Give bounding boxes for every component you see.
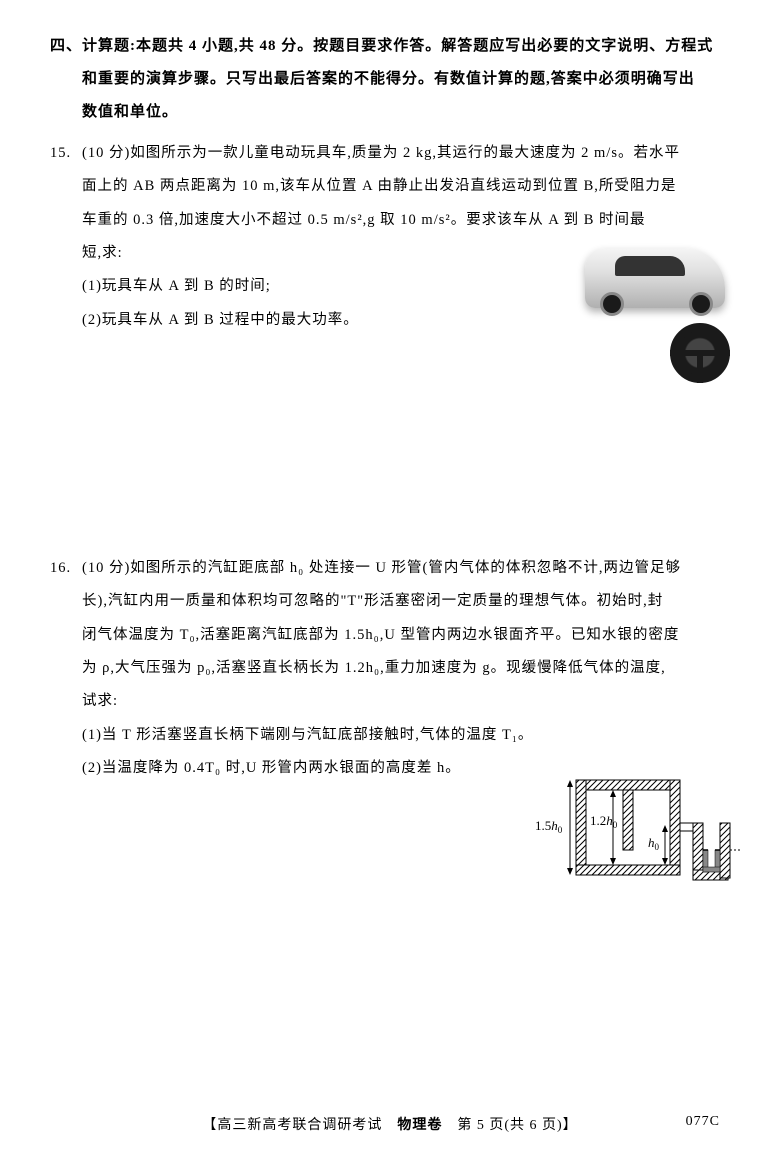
section-header: 四、计算题:本题共 4 小题,共 48 分。按题目要求作答。解答题应写出必要的文…	[50, 30, 730, 129]
cylinder-diagram: 1.5h0 1.2h0 h0	[530, 775, 740, 895]
question-15-body: 15.(10 分)如图所示为一款儿童电动玩具车,质量为 2 kg,其运行的最大速…	[50, 137, 730, 170]
question-16-body: 16.(10 分)如图所示的汽缸距底部 h₀ 处连接一 U 形管(管内气体的体积…	[50, 552, 730, 585]
section-title-line3: 数值和单位。	[50, 96, 730, 129]
q16-line2: 长),汽缸内用一质量和体积均可忽略的"T"形活塞密闭一定质量的理想气体。初始时,…	[50, 585, 730, 618]
q16-line3: 闭气体温度为 T₀,活塞距离汽缸底部为 1.5h₀,U 型管内两边水银面齐平。已…	[50, 619, 730, 652]
footer-subject: 物理卷	[397, 1118, 442, 1133]
q15-line2: 面上的 AB 两点距离为 10 m,该车从位置 A 由静止出发沿直线运动到位置 …	[50, 170, 730, 203]
q16-line4: 为 ρ,大气压强为 p₀,活塞竖直长柄长为 1.2h₀,重力加速度为 g。现缓慢…	[50, 652, 730, 685]
footer-code: 077C	[686, 1114, 720, 1130]
footer-page: 第 5 页(共 6 页)】	[442, 1118, 577, 1133]
footer-prefix: 【高三新高考联合调研考试	[202, 1118, 397, 1133]
wheel-front-icon	[689, 292, 713, 316]
question-16-number: 16.	[50, 552, 82, 585]
question-15-number: 15.	[50, 137, 82, 170]
label-15h0: 1.5h0	[535, 818, 563, 835]
steering-wheel-icon	[670, 323, 730, 383]
label-h0: h0	[648, 835, 660, 852]
wheel-back-icon	[600, 292, 624, 316]
q15-line3: 车重的 0.3 倍,加速度大小不超过 0.5 m/s²,g 取 10 m/s²。…	[50, 204, 730, 237]
section-title-line1: 四、计算题:本题共 4 小题,共 48 分。按题目要求作答。解答题应写出必要的文…	[50, 30, 730, 63]
q16-line5: 试求:	[50, 685, 730, 718]
cylinder-svg: 1.5h0 1.2h0 h0	[530, 775, 740, 895]
page-footer: 【高三新高考联合调研考试 物理卷 第 5 页(共 6 页)】 077C	[0, 1114, 780, 1134]
q16-line1: (10 分)如图所示的汽缸距底部 h₀ 处连接一 U 形管(管内气体的体积忽略不…	[82, 560, 681, 576]
q15-line1: (10 分)如图所示为一款儿童电动玩具车,质量为 2 kg,其运行的最大速度为 …	[82, 145, 680, 161]
label-12h0: 1.2h0	[590, 813, 618, 830]
toy-car-image	[585, 248, 730, 383]
section-title-line2: 和重要的演算步骤。只写出最后答案的不能得分。有数值计算的题,答案中必须明确写出	[50, 63, 730, 96]
question-16: 16.(10 分)如图所示的汽缸距底部 h₀ 处连接一 U 形管(管内气体的体积…	[50, 552, 730, 785]
car-body-icon	[585, 248, 725, 308]
q16-sub1: (1)当 T 形活塞竖直长柄下端刚与汽缸底部接触时,气体的温度 T₁。	[50, 719, 730, 752]
